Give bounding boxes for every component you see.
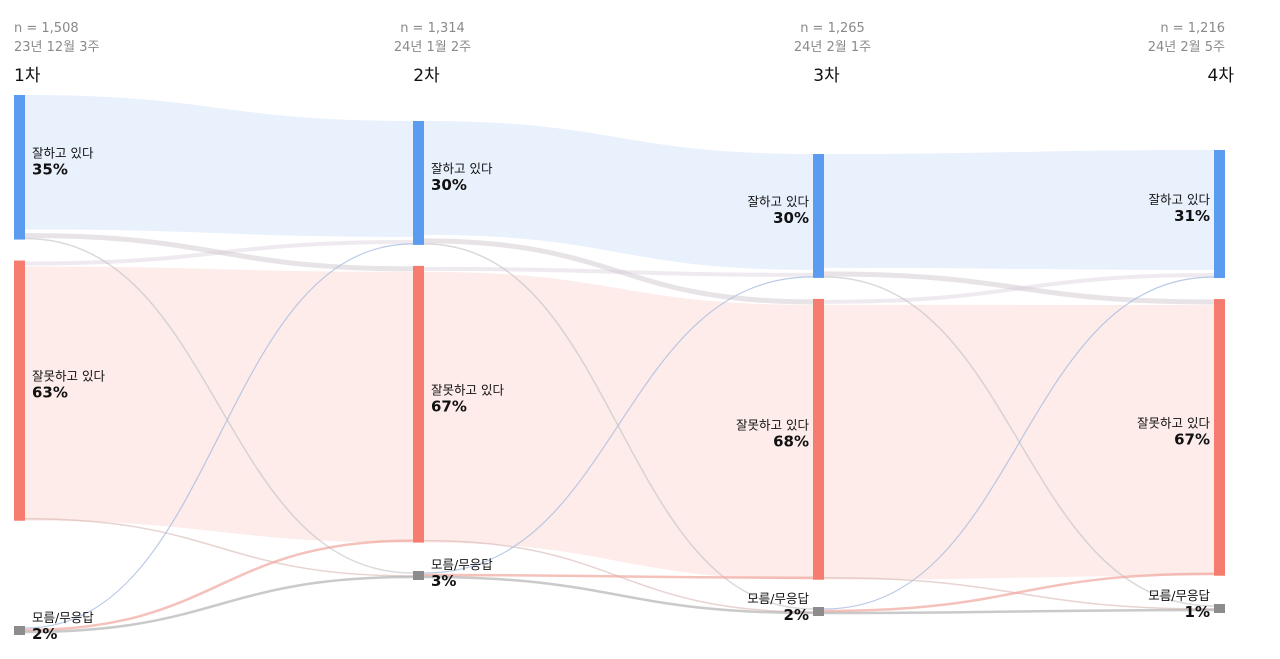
flow-bad-to-dk-1 bbox=[24, 517, 414, 577]
node-bad-3 bbox=[813, 298, 824, 580]
node-value-dk-2: 3% bbox=[431, 572, 456, 590]
node-value-good-4: 31% bbox=[1174, 207, 1210, 225]
flow-good-to-dk-1 bbox=[24, 237, 414, 574]
flow-dk-to-dk-1 bbox=[24, 575, 414, 634]
node-value-dk-4: 1% bbox=[1185, 603, 1210, 621]
node-label-bad-3: 잘못하고 있다 bbox=[736, 417, 809, 432]
node-label-dk-3: 모름/무응답 bbox=[747, 591, 809, 606]
node-label-good-4: 잘하고 있다 bbox=[1149, 192, 1211, 207]
wave-date-1: 23년 12월 3주 bbox=[14, 40, 100, 55]
node-label-dk-1: 모름/무응답 bbox=[32, 610, 94, 625]
flow-good-3 bbox=[824, 150, 1214, 271]
flow-dk-to-bad-3 bbox=[823, 572, 1215, 613]
node-dk-2 bbox=[413, 571, 424, 580]
flow-good-to-bad-3 bbox=[823, 271, 1215, 305]
wave-label-2: 2차 bbox=[413, 66, 440, 86]
nodes bbox=[14, 95, 1225, 635]
flow-bad-to-good-3 bbox=[823, 273, 1215, 304]
flow-bad-to-good-2 bbox=[423, 266, 814, 277]
wave-date-4: 24년 2월 5주 bbox=[1148, 40, 1225, 55]
node-value-good-2: 30% bbox=[431, 176, 467, 194]
node-value-good-3: 30% bbox=[773, 209, 809, 227]
flow-good-to-dk-3 bbox=[823, 276, 1215, 607]
wave-label-3: 3차 bbox=[813, 66, 840, 86]
node-label-bad-2: 잘못하고 있다 bbox=[431, 382, 504, 397]
wave-date-2: 24년 1월 2주 bbox=[394, 40, 471, 55]
flow-dk-to-good-1 bbox=[24, 243, 414, 629]
node-label-good-2: 잘하고 있다 bbox=[431, 161, 493, 176]
wave-n-2: n = 1,314 bbox=[400, 21, 465, 36]
node-value-dk-1: 2% bbox=[32, 625, 57, 643]
node-dk-4 bbox=[1214, 604, 1225, 613]
node-good-1 bbox=[14, 95, 25, 240]
node-value-bad-2: 67% bbox=[431, 397, 467, 415]
node-label-good-1: 잘하고 있다 bbox=[32, 145, 94, 160]
node-bad-1 bbox=[14, 260, 25, 521]
wave-label-1: 1차 bbox=[14, 66, 41, 86]
flow-bad-to-good-1 bbox=[24, 239, 414, 266]
node-value-bad-4: 67% bbox=[1174, 430, 1210, 448]
node-label-dk-4: 모름/무응답 bbox=[1148, 588, 1210, 603]
flow-good-to-bad-2 bbox=[423, 238, 814, 305]
wave-date-3: 24년 2월 1주 bbox=[794, 40, 871, 55]
node-value-bad-1: 63% bbox=[32, 384, 68, 402]
node-label-dk-2: 모름/무응답 bbox=[431, 557, 493, 572]
flow-dk-to-dk-3 bbox=[823, 608, 1215, 615]
flow-dk-to-bad-1 bbox=[24, 539, 414, 632]
flow-dk-to-good-3 bbox=[823, 276, 1215, 610]
flow-dk-to-bad-2 bbox=[423, 573, 814, 579]
node-value-dk-3: 2% bbox=[784, 606, 809, 624]
wave-label-4: 4차 bbox=[1208, 66, 1235, 86]
node-value-bad-3: 68% bbox=[773, 432, 809, 450]
node-bad-4 bbox=[1214, 299, 1225, 576]
labels: n = 1,508 23년 12월 3주 1차 n = 1,314 24년 1월 2주 2… bbox=[14, 21, 1234, 643]
node-label-good-3: 잘하고 있다 bbox=[748, 194, 810, 209]
node-dk-3 bbox=[813, 607, 824, 616]
flow-dk-to-dk-2 bbox=[423, 575, 814, 615]
node-label-bad-4: 잘못하고 있다 bbox=[1137, 415, 1210, 430]
node-value-good-1: 35% bbox=[32, 160, 68, 178]
flow-good-to-dk-2 bbox=[423, 243, 814, 610]
node-bad-2 bbox=[413, 265, 424, 543]
flow-good-2 bbox=[424, 121, 813, 270]
node-good-4 bbox=[1214, 150, 1225, 279]
node-dk-1 bbox=[14, 626, 25, 635]
node-good-2 bbox=[413, 121, 424, 245]
flow-good-to-bad-1 bbox=[24, 233, 414, 272]
flow-dk-to-good-2 bbox=[423, 276, 814, 574]
node-label-bad-1: 잘못하고 있다 bbox=[32, 369, 105, 384]
node-good-3 bbox=[813, 154, 824, 278]
wave-n-4: n = 1,216 bbox=[1160, 21, 1225, 36]
flows bbox=[24, 95, 1215, 634]
wave-n-1: n = 1,508 bbox=[14, 21, 79, 36]
flow-good-1 bbox=[25, 95, 413, 237]
wave-n-3: n = 1,265 bbox=[800, 21, 865, 36]
